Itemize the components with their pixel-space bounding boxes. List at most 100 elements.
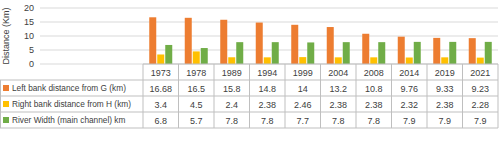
table-value: 14 [298, 84, 308, 94]
table-value: 2.32 [400, 100, 418, 110]
y-tick-label: 15 [24, 17, 34, 27]
bar [193, 51, 200, 64]
bar [291, 25, 298, 64]
x-tick-label: 1999 [293, 68, 313, 78]
x-tick-label: 1989 [222, 68, 242, 78]
table-line [249, 64, 250, 128]
grid-line [40, 50, 498, 51]
chart: Distance (Km) 0 5 10 15 20 1973 1978 1989 1994 199… [0, 0, 500, 155]
y-axis-label: Distance (Km) [1, 7, 11, 64]
x-tick-label: 1978 [186, 68, 206, 78]
table-value: 2.46 [294, 100, 312, 110]
x-tick-label: 2021 [470, 68, 490, 78]
x-tick-label: 1973 [151, 68, 171, 78]
bar [299, 57, 306, 64]
table-value: 3.4 [154, 100, 167, 110]
table-line [391, 64, 392, 128]
table-value: 7.8 [367, 116, 380, 126]
legend-label: Left bank distance from G (km) [12, 83, 126, 93]
table-line [178, 64, 179, 128]
legend-swatch [3, 85, 9, 91]
table-value: 16.5 [187, 84, 205, 94]
table-line [462, 64, 463, 128]
table-value: 2.38 [329, 100, 347, 110]
table-value: 9.76 [400, 84, 418, 94]
table-value: 7.9 [474, 116, 487, 126]
x-tick-label: 2019 [435, 68, 455, 78]
bar [228, 57, 235, 64]
table-value: 2.38 [436, 100, 454, 110]
table-value: 7.8 [225, 116, 238, 126]
table-line [498, 64, 499, 128]
table-value: 7.9 [438, 116, 451, 126]
table-line [285, 64, 286, 128]
table-value: 9.33 [436, 84, 454, 94]
table-value: 2.4 [225, 100, 238, 110]
bar [398, 37, 405, 64]
table-value: 7.9 [403, 116, 416, 126]
bar [449, 42, 456, 64]
table-line [356, 64, 357, 128]
table-value: 2.38 [258, 100, 276, 110]
bar [370, 57, 377, 64]
y-tick-label: 5 [29, 45, 34, 55]
table-value: 16.68 [149, 84, 172, 94]
table-value: 2.38 [365, 100, 383, 110]
x-tick-label: 2014 [399, 68, 419, 78]
grid-line [40, 64, 498, 65]
bar [485, 42, 492, 64]
table-value: 13.2 [329, 84, 347, 94]
bar [378, 42, 385, 64]
bar [165, 45, 172, 64]
table-value: 7.7 [296, 116, 309, 126]
table-line [427, 64, 428, 128]
x-tick-label: 2004 [328, 68, 348, 78]
bar [264, 57, 271, 64]
y-tick-label: 10 [24, 31, 34, 41]
grid-line [40, 22, 498, 23]
grid-line [40, 8, 498, 9]
bar [307, 42, 314, 64]
bar [362, 34, 369, 64]
bar [272, 42, 279, 64]
bar [343, 42, 350, 64]
y-tick-label: 0 [29, 59, 34, 69]
table-value: 5.7 [190, 116, 203, 126]
legend-label: Right bank distance from H (km) [12, 99, 131, 109]
bar [335, 57, 342, 64]
table-line [0, 80, 1, 128]
table-value: 7.8 [332, 116, 345, 126]
table-value: 10.8 [365, 84, 383, 94]
bar [327, 27, 334, 64]
legend-swatch [3, 117, 9, 123]
bar [406, 58, 413, 64]
x-tick-label: 1994 [257, 68, 277, 78]
bar [149, 17, 156, 64]
bar [433, 38, 440, 64]
x-tick-label: 2008 [364, 68, 384, 78]
bar [477, 58, 484, 64]
table-value: 9.23 [471, 84, 489, 94]
bar [157, 54, 164, 64]
table-value: 7.8 [261, 116, 274, 126]
bar [414, 42, 421, 64]
grid-line [40, 36, 498, 37]
table-line [214, 64, 215, 128]
table-value: 6.8 [154, 116, 167, 126]
bar [201, 48, 208, 64]
bar [220, 20, 227, 64]
legend-swatch [3, 101, 9, 107]
legend-label: River Width (main channel) km [12, 115, 126, 125]
bar [441, 57, 448, 64]
table-value: 14.8 [258, 84, 276, 94]
y-tick-label: 20 [24, 3, 34, 13]
table-value: 2.28 [471, 100, 489, 110]
bar [185, 18, 192, 64]
bar [236, 42, 243, 64]
bar [469, 38, 476, 64]
table-value: 15.8 [223, 84, 241, 94]
table-line [320, 64, 321, 128]
bar [256, 23, 263, 64]
table-line [143, 64, 144, 128]
table-value: 4.5 [190, 100, 203, 110]
